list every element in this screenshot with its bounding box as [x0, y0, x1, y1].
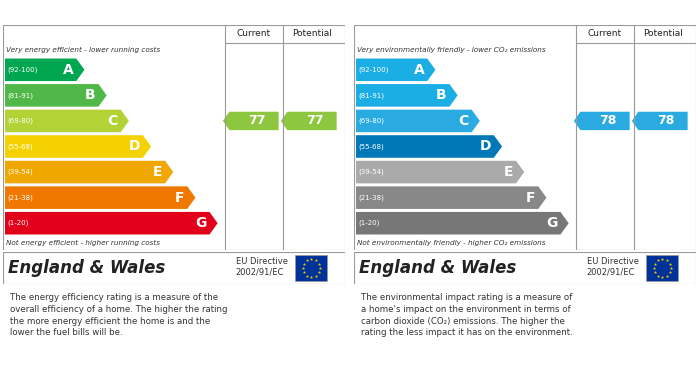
Text: C: C — [107, 114, 118, 128]
Text: (39-54): (39-54) — [7, 169, 33, 175]
Text: A: A — [62, 63, 74, 77]
Text: The energy efficiency rating is a measure of the
overall efficiency of a home. T: The energy efficiency rating is a measur… — [10, 293, 228, 337]
Polygon shape — [281, 112, 337, 130]
Polygon shape — [5, 109, 129, 132]
Text: G: G — [546, 216, 557, 230]
Polygon shape — [5, 187, 195, 209]
Text: F: F — [175, 191, 184, 204]
Text: Potential: Potential — [643, 29, 683, 38]
Text: F: F — [526, 191, 536, 204]
Text: (92-100): (92-100) — [358, 66, 388, 73]
Text: EU Directive
2002/91/EC: EU Directive 2002/91/EC — [236, 257, 288, 276]
Text: A: A — [414, 63, 424, 77]
Text: Energy Efficiency Rating: Energy Efficiency Rating — [10, 7, 172, 20]
Text: (55-68): (55-68) — [7, 143, 33, 150]
Text: The environmental impact rating is a measure of
a home's impact on the environme: The environmental impact rating is a mea… — [360, 293, 573, 337]
Text: Environmental Impact (CO₂) Rating: Environmental Impact (CO₂) Rating — [360, 7, 593, 20]
FancyBboxPatch shape — [295, 255, 328, 281]
Polygon shape — [356, 135, 502, 158]
Text: (81-91): (81-91) — [358, 92, 384, 99]
FancyBboxPatch shape — [646, 255, 678, 281]
Text: England & Wales: England & Wales — [359, 259, 517, 277]
Polygon shape — [356, 161, 524, 183]
Text: EU Directive
2002/91/EC: EU Directive 2002/91/EC — [587, 257, 638, 276]
Text: (69-80): (69-80) — [358, 118, 384, 124]
Text: (55-68): (55-68) — [358, 143, 384, 150]
Text: C: C — [458, 114, 469, 128]
Text: B: B — [436, 88, 447, 102]
Text: (39-54): (39-54) — [358, 169, 384, 175]
Text: B: B — [85, 88, 95, 102]
Polygon shape — [356, 59, 435, 81]
Text: 77: 77 — [248, 115, 265, 127]
Text: G: G — [195, 216, 206, 230]
Text: 77: 77 — [306, 115, 323, 127]
Polygon shape — [356, 187, 547, 209]
Polygon shape — [356, 109, 480, 132]
Text: 78: 78 — [598, 115, 616, 127]
Text: Potential: Potential — [292, 29, 332, 38]
Text: (92-100): (92-100) — [7, 66, 37, 73]
Polygon shape — [5, 212, 218, 235]
Text: England & Wales: England & Wales — [8, 259, 165, 277]
Text: (21-38): (21-38) — [358, 194, 384, 201]
Text: (21-38): (21-38) — [7, 194, 33, 201]
Text: Not environmentally friendly - higher CO₂ emissions: Not environmentally friendly - higher CO… — [357, 240, 545, 246]
Text: E: E — [153, 165, 162, 179]
Polygon shape — [5, 84, 106, 107]
Polygon shape — [632, 112, 687, 130]
Text: Very energy efficient - lower running costs: Very energy efficient - lower running co… — [6, 47, 160, 53]
Text: E: E — [503, 165, 513, 179]
Text: Current: Current — [237, 29, 271, 38]
Text: Current: Current — [588, 29, 622, 38]
Text: Not energy efficient - higher running costs: Not energy efficient - higher running co… — [6, 240, 160, 246]
Polygon shape — [223, 112, 279, 130]
Text: (69-80): (69-80) — [7, 118, 33, 124]
Text: (1-20): (1-20) — [358, 220, 379, 226]
Polygon shape — [574, 112, 629, 130]
Polygon shape — [5, 135, 151, 158]
Text: D: D — [128, 140, 140, 154]
Text: 78: 78 — [657, 115, 674, 127]
Text: (81-91): (81-91) — [7, 92, 33, 99]
Polygon shape — [356, 84, 458, 107]
Polygon shape — [356, 212, 568, 235]
Text: Very environmentally friendly - lower CO₂ emissions: Very environmentally friendly - lower CO… — [357, 47, 545, 53]
Text: (1-20): (1-20) — [7, 220, 29, 226]
Text: D: D — [480, 140, 491, 154]
Polygon shape — [5, 59, 85, 81]
Polygon shape — [5, 161, 173, 183]
